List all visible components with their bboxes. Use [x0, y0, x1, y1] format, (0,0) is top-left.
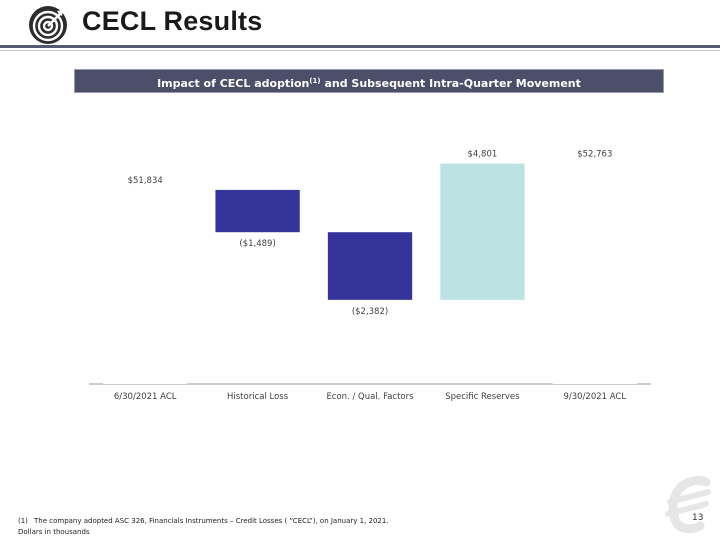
data-label: $52,763 [577, 150, 612, 160]
total-bar [552, 163, 637, 384]
total-bar [103, 189, 188, 384]
footnotes: (1) The company adopted ASC 326, Financia… [18, 516, 618, 538]
page-title: CECL Results [82, 6, 263, 36]
chart-banner: Impact of CECL adoption(1) and Subsequen… [74, 69, 664, 93]
increase-bar [440, 163, 525, 300]
banner-text-rest: and Subsequent Intra-Quarter Movement [320, 77, 581, 90]
category-label: 9/30/2021 ACL [563, 392, 626, 402]
category-label: 6/30/2021 ACL [114, 392, 177, 402]
brand-watermark-icon [665, 476, 711, 534]
header-rule [0, 45, 720, 48]
footnote-number: (1) [18, 517, 28, 525]
data-label: ($1,489) [239, 239, 275, 249]
slide-header: CECL Results [0, 0, 720, 50]
header-rule-light [0, 50, 720, 51]
target-logo-icon [29, 6, 67, 44]
page-number: 13 [692, 513, 704, 523]
data-label: $51,834 [128, 176, 163, 186]
category-label: Econ. / Qual. Factors [326, 392, 414, 402]
banner-text: Impact of CECL adoption [157, 77, 310, 90]
category-label: Specific Reserves [445, 392, 520, 402]
footnote-1: (1) The company adopted ASC 326, Financia… [18, 516, 618, 527]
banner-footnote-ref: (1) [309, 77, 321, 85]
decrease-bar [327, 232, 413, 300]
data-label: $4,801 [468, 150, 498, 160]
category-label: Historical Loss [227, 392, 289, 402]
units-note: Dollars in thousands [18, 528, 90, 536]
data-label: ($2,382) [352, 307, 388, 317]
footnote-text: The company adopted ASC 326, Financials … [34, 517, 389, 525]
decrease-bar [215, 189, 300, 233]
